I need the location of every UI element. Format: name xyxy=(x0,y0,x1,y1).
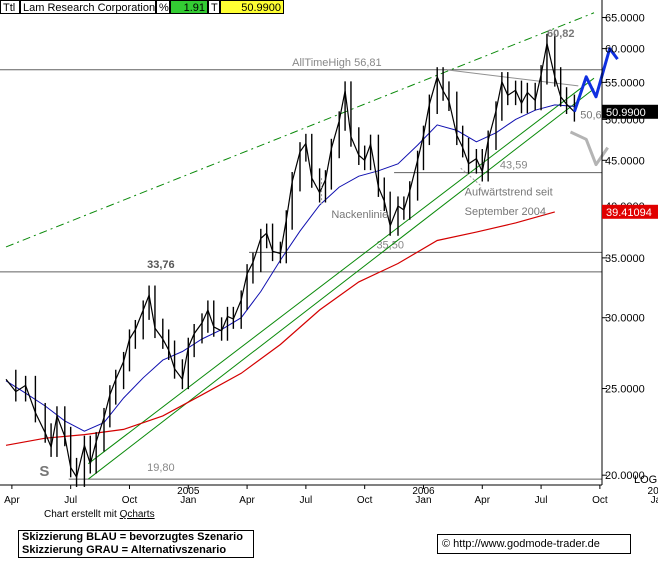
level-label: AllTimeHigh 56,81 xyxy=(292,57,381,69)
chart-annotation: Nackenlinie xyxy=(331,209,388,221)
level-label: 43,59 xyxy=(500,160,528,172)
sma-value-badge xyxy=(602,204,658,219)
horizontal-levels: AllTimeHigh 56,81 43,59 35,50 33,76 19,80 xyxy=(0,57,602,480)
y-tick-label: 45.0000 xyxy=(605,155,645,167)
x-year-label: 2007 xyxy=(648,486,658,497)
x-tick-label: Apr xyxy=(474,495,490,506)
scenario-blue-path xyxy=(572,47,619,113)
x-axis: AprJulOctJanAprJulOctJanAprJulOctJanAprJ… xyxy=(4,485,658,506)
chart-annotation: Aufwärtstrend seit xyxy=(465,186,553,198)
credit-prefix: Chart erstellt mit xyxy=(44,509,120,520)
y-axis: 65.000060.000055.000050.000045.000040.00… xyxy=(602,13,658,486)
chart-annotation: September 2004 xyxy=(465,206,546,218)
x-year-label: 2006 xyxy=(412,486,435,497)
price-line xyxy=(5,43,575,479)
annotation-leader xyxy=(460,167,481,186)
level-label: 19,80 xyxy=(147,462,175,474)
x-tick-label: Oct xyxy=(592,495,608,506)
legend-blue: Skizzierung BLAU = bevorzugtes Szenario xyxy=(22,531,243,543)
x-tick-label: Jul xyxy=(535,495,548,506)
chart-annotation: 50,69 xyxy=(580,110,608,122)
sma-short-line xyxy=(5,104,575,432)
sma-long-line xyxy=(5,211,555,446)
y-tick-label: 30.0000 xyxy=(605,313,645,325)
level-label: 35,50 xyxy=(376,239,404,251)
chart-annotation: S xyxy=(39,463,49,480)
y-tick-label: 65.0000 xyxy=(605,13,645,25)
level-label: 33,76 xyxy=(147,259,175,271)
copyright-box: © http://www.godmode-trader.de xyxy=(437,534,631,554)
header-pct-label: % xyxy=(156,0,170,14)
annotations: 60,82 50,69 Nackenlinie Aufwärtstrend seit S… xyxy=(39,28,607,480)
y-tick-label: 25.0000 xyxy=(605,384,645,396)
last-value-badge xyxy=(602,104,658,119)
header-last: 50.9900 xyxy=(220,0,284,14)
credit-tool-link[interactable]: Qcharts xyxy=(119,509,155,520)
x-tick-label: Jan xyxy=(651,495,658,506)
x-tick-label: Jan xyxy=(415,495,431,506)
sma-value-label: 39.41094 xyxy=(606,207,652,219)
scenario-legend: Skizzierung BLAU = bevorzugtes Szenario … xyxy=(18,530,254,558)
copyright-url[interactable]: http://www.godmode-trader.de xyxy=(453,538,600,550)
x-tick-label: Jul xyxy=(299,495,312,506)
header-t-label: T xyxy=(208,0,220,14)
y-tick-label: 20.0000 xyxy=(605,470,645,482)
x-year-label: 2005 xyxy=(177,486,200,497)
y-tick-label: 55.0000 xyxy=(605,77,645,89)
header-change: 1.91 xyxy=(170,0,208,14)
x-tick-label: Oct xyxy=(357,495,373,506)
x-tick-label: Oct xyxy=(122,495,138,506)
x-tick-label: Apr xyxy=(239,495,255,506)
moving-averages xyxy=(5,104,575,446)
legend-grey: Skizzierung GRAU = Alternativszenario xyxy=(22,544,227,556)
x-tick-label: Jan xyxy=(180,495,196,506)
trend-line xyxy=(88,88,595,480)
trend-line xyxy=(88,77,595,465)
y-tick-label: 35.0000 xyxy=(605,253,645,265)
x-tick-label: Jul xyxy=(64,495,77,506)
trend-line xyxy=(5,12,595,248)
copyright-icon: © xyxy=(442,538,451,550)
y-tick-label: 60.0000 xyxy=(605,44,645,56)
header-ttl: Ttl xyxy=(0,0,20,14)
chart-annotation: 60,82 xyxy=(547,28,575,40)
x-tick-label: Apr xyxy=(4,495,20,506)
header-name: Lam Research Corporation xyxy=(20,0,156,14)
last-value-label: 50.9900 xyxy=(606,107,646,119)
scale-label: LOG xyxy=(634,474,657,486)
chart-credit: Chart erstellt mit Qcharts xyxy=(44,509,155,520)
